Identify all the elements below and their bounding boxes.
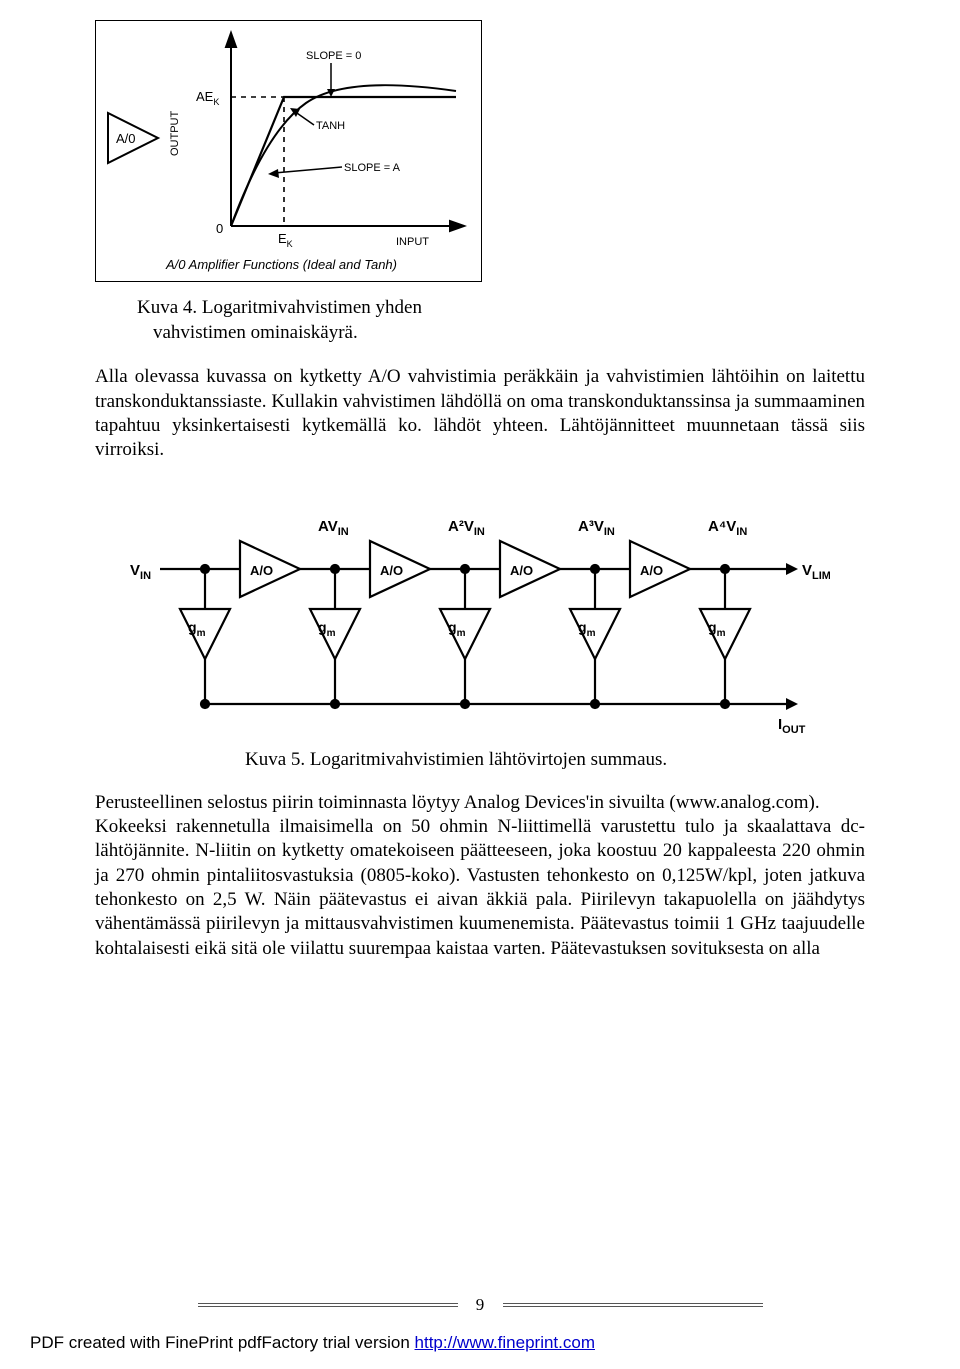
document-page: A/0 OUTPUT AEK 0 EK INPUT (0, 0, 960, 1369)
figure1-inner-caption: A/0 Amplifier Functions (Ideal and Tanh) (165, 257, 397, 272)
svg-text:A/O: A/O (640, 563, 663, 578)
figure2-caption: Kuva 5. Logaritmivahvistimien lähtövirto… (245, 749, 865, 771)
gm-tap-5: gm (700, 565, 750, 708)
figure-2-cascade-diagram: VIN VLIM A/O AVIN A/O A²VIN A/O (95, 489, 865, 739)
iout-label: IOUT (778, 716, 806, 736)
page-number: 9 (462, 1295, 499, 1315)
pdf-footer: PDF created with FinePrint pdfFactory tr… (30, 1333, 595, 1353)
gm-tap-1: gm (180, 565, 230, 708)
amp-block-label: A/0 (116, 131, 136, 146)
ek-label: EK (278, 231, 293, 249)
gm-tap-2: gm (310, 565, 360, 708)
page-number-ornament: 9 (0, 1294, 960, 1315)
y-axis-label: OUTPUT (169, 111, 181, 157)
gm-tap-4: gm (570, 565, 620, 708)
stage4-label: A⁴VIN (708, 518, 747, 538)
stage2-label: A²VIN (448, 518, 485, 538)
amp-stage-4: A/O A⁴VIN (630, 518, 747, 597)
vin-label: VIN (130, 562, 151, 582)
paragraph-1: Alla olevassa kuvassa on kytketty A/O va… (95, 365, 865, 462)
amp-stage-1: A/O AVIN (240, 518, 349, 597)
amp-stage-3: A/O A³VIN (500, 518, 615, 597)
amp-block-icon: A/0 (108, 113, 158, 163)
svg-text:A/O: A/O (380, 563, 403, 578)
footer-text: PDF created with FinePrint pdfFactory tr… (30, 1333, 415, 1352)
stage1-label: AVIN (318, 518, 349, 538)
svg-text:A/O: A/O (510, 563, 533, 578)
aek-label: AEK (196, 89, 219, 107)
x-axis-label: INPUT (396, 236, 429, 248)
slope0-label: SLOPE = 0 (306, 50, 361, 62)
slopeA-label: SLOPE = A (344, 162, 401, 174)
figure1-caption-line2: vahvistimen ominaiskäyrä. (153, 322, 358, 343)
gm-tap-3: gm (440, 565, 490, 708)
figure1-caption: Kuva 4. Logaritmivahvistimen yhden vahvi… (137, 296, 557, 345)
stage3-label: A³VIN (578, 518, 615, 538)
paragraph-2: Perusteellinen selostus piirin toiminnas… (95, 791, 865, 961)
figure1-caption-line1: Kuva 4. Logaritmivahvistimen yhden (137, 297, 422, 318)
amp-stage-2: A/O A²VIN (370, 518, 485, 597)
figure-1-amplifier-function: A/0 OUTPUT AEK 0 EK INPUT (95, 20, 482, 282)
svg-text:A/O: A/O (250, 563, 273, 578)
zero-label: 0 (216, 221, 223, 236)
footer-link[interactable]: http://www.fineprint.com (415, 1333, 595, 1352)
vlim-label: VLIM (802, 562, 830, 582)
tanh-label: TANH (316, 120, 345, 132)
